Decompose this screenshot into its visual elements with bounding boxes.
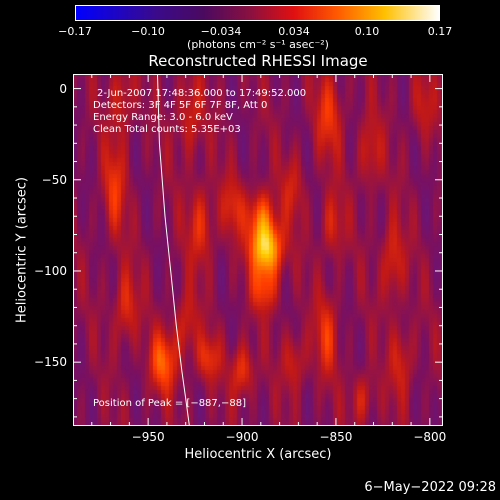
plot-area: 2-Jun-2007 17:48:36.000 to 17:49:52.000 … [73,74,443,426]
solar-limb-curve [157,74,190,426]
colorbar-tick: 0.10 [354,25,380,38]
y-tick-label: −150 [34,355,67,370]
chart-title: Reconstructed RHESSI Image [148,52,368,70]
colorbar-tick: −0.034 [200,25,242,38]
y-tick-label: 0 [59,81,67,96]
y-axis-label: Heliocentric Y (arcsec) [14,177,30,323]
colorbar-tick: −0.17 [58,25,92,38]
x-tick-label: −850 [319,430,353,444]
x-axis-label: Heliocentric X (arcsec) [184,447,332,462]
colorbar [75,5,440,21]
x-tick-label: −950 [131,430,165,444]
timestamp: 6−May−2022 09:28 [364,480,496,495]
x-tick-label: −800 [413,430,447,444]
colorbar-label: (photons cm⁻² s⁻¹ asec⁻²) [187,38,329,51]
plot-frame [73,74,443,426]
clean-counts-text: Clean Total counts: 5.35E+03 [93,124,241,135]
colorbar-tick: 0.17 [427,25,453,38]
detectors-text: Detectors: 3F 4F 5F 6F 7F 8F, Att 0 [93,100,268,111]
colorbar-tick: −0.10 [131,25,165,38]
x-tick-label: −900 [225,430,259,444]
energy-range-text: Energy Range: 3.0 - 6.0 keV [93,112,233,123]
plot-overlay [73,74,443,426]
y-tick-label: −100 [34,263,67,278]
y-tick-label: −50 [41,172,67,187]
time-range-text: 2-Jun-2007 17:48:36.000 to 17:49:52.000 [97,88,307,99]
heatmap-image [73,74,443,426]
peak-position-text: Position of Peak = [−887,−88] [93,398,246,409]
colorbar-tick: 0.034 [278,25,310,38]
